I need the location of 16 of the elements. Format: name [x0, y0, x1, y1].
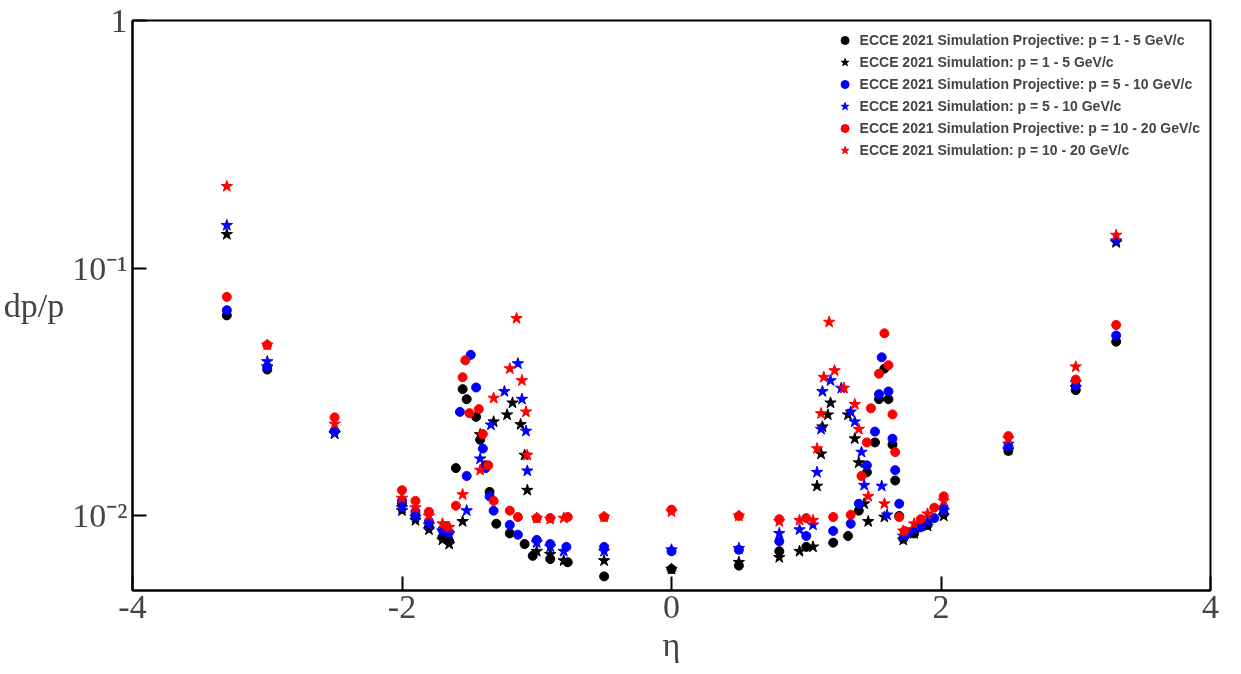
legend-label: ECCE 2021 Simulation Projective: p = 10 - 20 GeV/c [859, 120, 1200, 136]
legend-label: ECCE 2021 Simulation: p = 5 - 10 GeV/c [859, 98, 1122, 114]
y-tick-label: 10⁻¹ [72, 249, 128, 287]
legend-label: ECCE 2021 Simulation: p = 1 - 5 GeV/c [859, 54, 1114, 70]
x-tick-label: -4 [118, 587, 147, 625]
x-tick-label: 0 [663, 587, 680, 625]
x-tick-label: 4 [1202, 587, 1219, 625]
legend-label: ECCE 2021 Simulation Projective: p = 5 - 10 GeV/c [859, 76, 1193, 92]
legend-label: ECCE 2021 Simulation: p = 10 - 20 GeV/c [859, 142, 1130, 158]
y-tick-label: 10⁻² [72, 497, 128, 535]
y-axis-title: dp/p [3, 287, 65, 324]
x-tick-label: -2 [387, 587, 417, 625]
y-tick-label: 1 [110, 2, 128, 39]
legend-label: ECCE 2021 Simulation Projective: p = 1 - 5 GeV/c [859, 32, 1185, 48]
x-axis-title: η [662, 625, 681, 663]
x-tick-label: 2 [932, 587, 950, 625]
